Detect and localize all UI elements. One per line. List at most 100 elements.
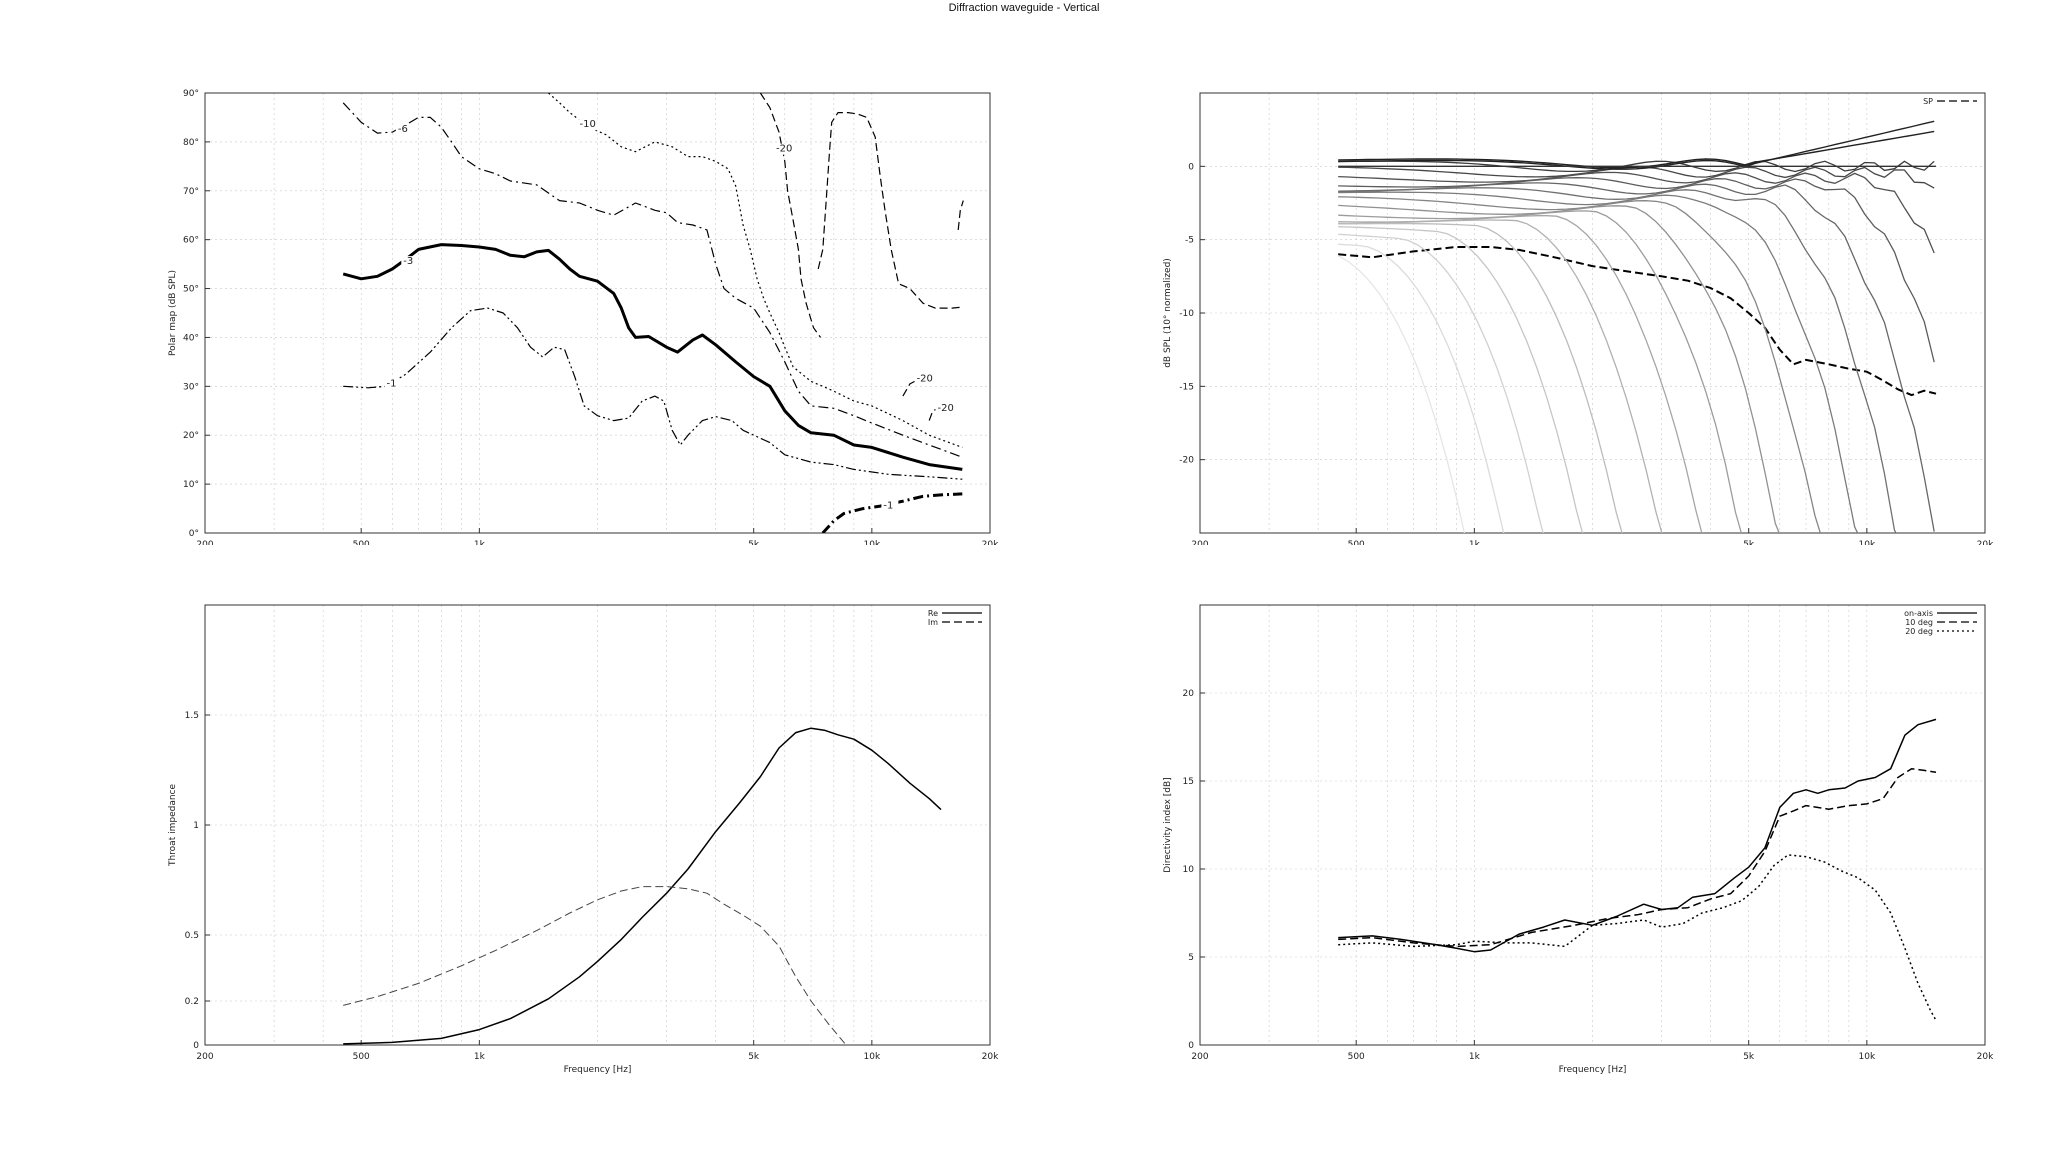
x-tick-label: 500 (353, 1052, 370, 1062)
y-tick-label: 0° (189, 529, 199, 539)
polar-curve-9 (1338, 210, 1743, 533)
x-tick-label: 200 (1191, 540, 1208, 545)
plot-frame (1199, 604, 1986, 1046)
y-tick-label: 0.2 (185, 997, 199, 1007)
x-tick-label: 500 (353, 540, 370, 545)
x-tick-label: 20k (1977, 540, 1994, 545)
x-tick-label: 20k (982, 1052, 999, 1062)
y-tick-label: -10 (1179, 309, 1194, 319)
contour-label: -3 (403, 256, 413, 267)
x-tick-label: 10k (864, 540, 881, 545)
series-line-3-1 (342, 243, 963, 471)
contour-label: -10 (580, 119, 596, 130)
x-tick-label: 1k (474, 540, 486, 545)
x-tick-label: 20k (1977, 1052, 1994, 1062)
y-tick-label: 0 (1188, 162, 1194, 172)
y-tick-label: 30° (183, 382, 199, 392)
grid (204, 92, 991, 534)
rising-curve-1 (1338, 120, 1935, 170)
x-tick-label: 1k (1469, 1052, 1481, 1062)
y-axis-label: Directivity index [dB] (1163, 777, 1173, 872)
y-tick-label: 5 (1188, 953, 1194, 963)
y-tick-label: 40° (183, 333, 199, 343)
polar-curve-11 (1338, 219, 1663, 533)
polar-curve-14 (1338, 233, 1544, 533)
rising-curve-0 (1338, 130, 1935, 169)
series-line-10deg-1 (1338, 767, 1937, 948)
x-tick-label: 200 (1191, 1052, 1208, 1062)
y-tick-label: 60° (183, 236, 199, 246)
polar-curve-5 (1338, 187, 1897, 533)
legend-label: on-axis (1904, 609, 1933, 618)
y-tick-label: 20° (183, 431, 199, 441)
legend-label: 10 deg (1905, 618, 1933, 627)
polar-map-chart: 200 500 1k 5k 10k 20k 0° 10° 20° 30° 40° 50° 60° 70° 8… (168, 89, 999, 545)
legend-label: Re (928, 609, 938, 618)
legend-label: 20 deg (1905, 627, 1933, 636)
polar-curve-10 (1338, 215, 1703, 533)
figure-title: Diffraction waveguide - Vertical (948, 2, 1100, 14)
series-line-6-2 (342, 102, 963, 458)
contour-label: -20 (938, 403, 954, 414)
x-tick-label: 500 (1348, 540, 1365, 545)
x-tick-label: 200 (196, 1052, 213, 1062)
series-line-Im-1 (343, 886, 847, 1045)
y-tick-label: 80° (183, 138, 199, 148)
contour-label: -20 (917, 373, 933, 384)
legend-label: SP (1923, 97, 1933, 106)
contour-label: -6 (398, 124, 408, 135)
y-tick-label: 0.5 (185, 931, 199, 941)
polar-curve-15 (1338, 243, 1505, 533)
polar-curve-7 (1338, 196, 1822, 533)
x-axis-label: Frequency [Hz] (564, 1065, 632, 1075)
y-tick-label: 0 (1188, 1041, 1194, 1051)
y-tick-label: 10° (183, 480, 199, 490)
polar-curve-13 (1338, 226, 1584, 533)
x-tick-label: 500 (1348, 1052, 1365, 1062)
x-tick-label: 5k (1743, 540, 1755, 545)
legend-label: Im (928, 618, 938, 627)
x-tick-label: 5k (1743, 1052, 1755, 1062)
series-line-20deg-2 (1338, 854, 1937, 1021)
y-tick-label: -15 (1179, 382, 1194, 392)
polar-curve-6 (1338, 191, 1859, 533)
series-line-onaxis-0 (1338, 718, 1937, 953)
contour-label: -1 (386, 378, 396, 389)
series-line-SP-0 (1338, 246, 1937, 397)
y-tick-label: 1 (193, 821, 199, 831)
x-tick-label: 200 (196, 540, 213, 545)
y-axis-label: Throat impedance (168, 784, 178, 868)
y-tick-label: 50° (183, 285, 199, 295)
y-tick-label: 15 (1183, 777, 1194, 787)
normalized-spl-chart: 200 500 1k 5k 10k 20k 0 -5 -10 -15 -20 dB SPL (10° … (1163, 92, 1994, 545)
series-line-20-5 (817, 112, 963, 309)
y-axis-label: dB SPL (10° normalized) (1163, 258, 1173, 368)
grid (204, 605, 991, 1046)
polar-curve-12 (1338, 222, 1623, 533)
series-line-1-9 (821, 492, 963, 533)
y-tick-label: 1.5 (185, 711, 199, 721)
y-axis-label: Polar map (dB SPL) (168, 270, 178, 356)
y-tick-label: -20 (1179, 456, 1194, 466)
contour-label: -20 (776, 144, 792, 155)
polar-curve-8 (1338, 204, 1780, 533)
plot-frame (204, 92, 991, 534)
grid (1199, 605, 1986, 1046)
series-line-20-8 (957, 200, 964, 230)
y-tick-label: 70° (183, 187, 199, 197)
polar-curve-0 (1338, 160, 1935, 173)
contour-label: -1 (883, 501, 893, 512)
y-tick-label: 0 (193, 1041, 199, 1051)
y-tick-label: 90° (183, 89, 199, 99)
grid (1199, 93, 1986, 533)
x-tick-label: 1k (474, 1052, 486, 1062)
x-tick-label: 5k (748, 540, 760, 545)
y-tick-label: 10 (1183, 865, 1195, 875)
series-line-Re-0 (343, 727, 942, 1045)
throat-impedance-chart: 200 500 1k 5k 10k 20k 0 0.2 0.5 1 1.5 Throat impeda… (168, 604, 999, 1075)
polar-curve-16 (1337, 255, 1466, 533)
series-line-20-6 (902, 378, 920, 397)
polar-curve-2 (1338, 171, 1935, 254)
x-tick-label: 10k (1859, 540, 1876, 545)
y-tick-label: -5 (1185, 236, 1194, 246)
